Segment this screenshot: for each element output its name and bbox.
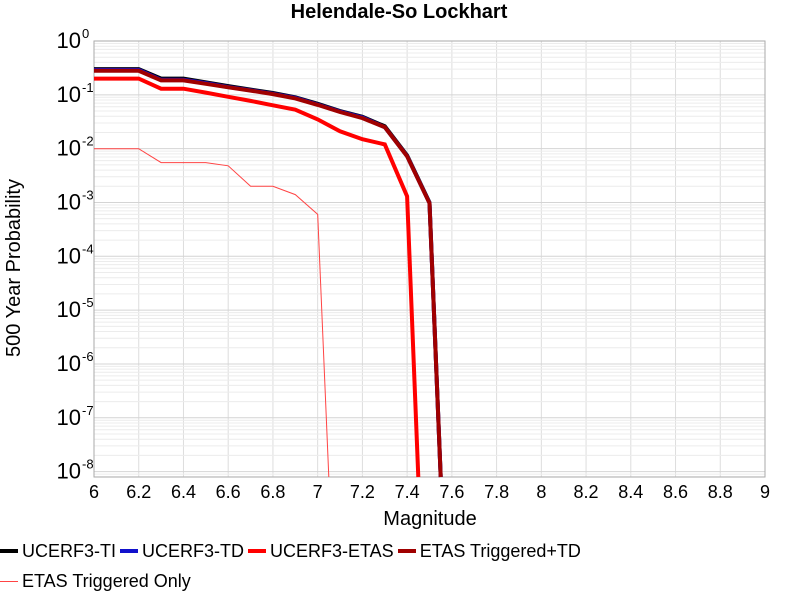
legend-item: ETAS Triggered+TD [397, 540, 581, 562]
x-tick-label: 8 [536, 482, 546, 502]
legend-swatch [397, 549, 416, 553]
y-tick-base: 10 [57, 459, 81, 484]
series-line-4 [94, 148, 330, 478]
legend-item: UCERF3-TD [120, 541, 244, 562]
x-tick-label: 8.8 [708, 482, 733, 502]
y-axis-label: 500 Year Probability [3, 179, 25, 357]
y-tick-base: 10 [57, 405, 81, 430]
legend-swatch [120, 549, 138, 553]
y-tick-base: 10 [57, 28, 81, 53]
series-layer [94, 67, 443, 478]
y-tick-base: 10 [57, 297, 81, 322]
y-tick-exponent: -6 [82, 349, 94, 364]
plot-area [93, 40, 766, 478]
y-tick-label: 10 -2 [57, 134, 94, 161]
x-tick-label: 7.2 [350, 482, 375, 502]
y-tick-base: 10 [57, 136, 81, 161]
legend-swatch [0, 549, 18, 553]
legend-swatch [0, 580, 18, 582]
grid [93, 40, 766, 478]
x-tick-label: 6.2 [126, 482, 151, 502]
x-tick-label: 8.2 [574, 482, 599, 502]
x-tick-label: 6.8 [260, 482, 285, 502]
legend-label: ETAS Triggered+TD [419, 540, 581, 561]
y-tick-exponent: -3 [82, 187, 94, 202]
series-line-3 [94, 68, 443, 478]
y-tick-label: 10 -7 [57, 403, 94, 430]
legend-swatch [248, 549, 266, 553]
y-tick-label: 10 0 [57, 26, 90, 53]
legend-row: UCERF3-TI UCERF3-TD UCERF3-ETAS ETAS Trigge… [0, 538, 585, 564]
y-tick-label: 10 -3 [57, 187, 94, 214]
x-axis-ticks: 6 6.2 6.4 6.6 6.8 7 7.2 7.4 7.6 7.8 8 8.2 8.4 8.6 8.8 9 [89, 482, 770, 502]
y-tick-base: 10 [57, 82, 81, 107]
y-tick-label: 10 -5 [57, 295, 94, 322]
x-tick-label: 9 [760, 482, 770, 502]
y-tick-exponent: -8 [82, 457, 94, 472]
y-tick-label: 10 -4 [57, 241, 94, 268]
x-tick-label: 6 [89, 482, 99, 502]
x-tick-label: 8.4 [618, 482, 643, 502]
x-tick-label: 7.6 [439, 482, 464, 502]
x-tick-label: 6.4 [171, 482, 196, 502]
y-tick-base: 10 [57, 351, 81, 376]
y-tick-exponent: -1 [82, 80, 94, 95]
x-axis-label: Magnitude [383, 508, 476, 530]
legend-label: UCERF3-TD [142, 540, 244, 561]
y-tick-exponent: 0 [82, 26, 89, 41]
x-tick-label: 7.8 [484, 482, 509, 502]
legend-row: ETAS Triggered Only [0, 568, 195, 594]
y-tick-label: 10 -8 [57, 457, 94, 484]
y-tick-base: 10 [57, 243, 81, 268]
y-tick-exponent: -2 [82, 134, 94, 149]
x-tick-label: 6.6 [216, 482, 241, 502]
legend-item: UCERF3-TI [0, 541, 116, 562]
x-tick-label: 7.4 [395, 482, 420, 502]
chart-title: Helendale-So Lockhart [291, 1, 508, 23]
legend-label: ETAS Triggered Only [22, 570, 191, 591]
x-tick-label: 7 [313, 482, 323, 502]
y-tick-label: 10 -1 [57, 80, 94, 107]
legend-label: UCERF3-TI [22, 540, 116, 561]
y-tick-base: 10 [57, 189, 81, 214]
y-tick-exponent: -5 [82, 295, 94, 310]
x-tick-label: 8.6 [663, 482, 688, 502]
legend-item: ETAS Triggered Only [0, 571, 191, 592]
y-tick-exponent: -7 [82, 403, 94, 418]
series-line-2 [94, 76, 421, 478]
y-tick-label: 10 -6 [57, 349, 94, 376]
legend-item: UCERF3-ETAS [248, 541, 394, 562]
y-tick-exponent: -4 [82, 241, 94, 256]
legend-label: UCERF3-ETAS [270, 540, 394, 561]
